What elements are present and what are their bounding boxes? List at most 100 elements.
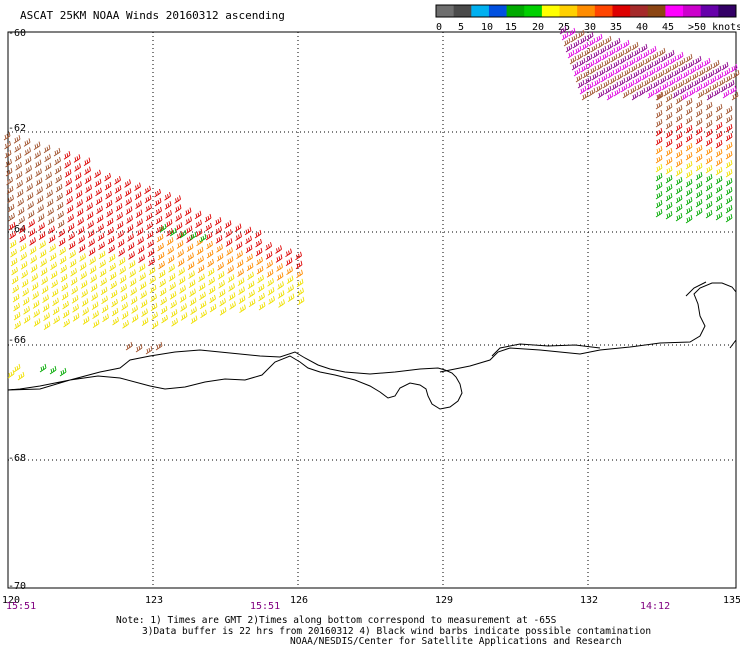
wind-barb: [718, 77, 726, 87]
wind-barb: [147, 239, 154, 249]
wind-barb: [208, 285, 216, 295]
legend-swatch: [506, 5, 525, 17]
wind-barb: [39, 363, 47, 373]
wind-barb: [151, 311, 158, 321]
wind-barb: [14, 320, 21, 330]
wind-barb: [111, 298, 118, 308]
wind-barb: [151, 320, 159, 330]
wind-barb: [69, 259, 77, 268]
wind-barb: [70, 277, 78, 286]
wind-barb: [275, 245, 282, 254]
wind-barb: [98, 241, 105, 251]
wind-barb: [655, 63, 663, 73]
wind-barb: [686, 81, 694, 91]
wind-barb: [586, 81, 594, 91]
wind-barb: [189, 231, 197, 241]
wind-barb: [655, 127, 663, 137]
wind-barb: [117, 230, 124, 239]
wind-barb: [219, 298, 226, 307]
wind-barb: [160, 305, 168, 315]
wind-barb: [604, 85, 612, 95]
wind-barb: [105, 199, 113, 209]
wind-barb: [43, 321, 51, 330]
legend-swatch: [436, 5, 455, 17]
wind-barb: [96, 214, 104, 224]
wind-barb: [10, 248, 17, 258]
wind-barb: [247, 280, 255, 290]
wind-barb: [177, 258, 185, 267]
coastline-east: [439, 282, 737, 373]
wind-barb: [659, 75, 667, 85]
wind-barb: [695, 180, 703, 190]
wind-barb: [23, 315, 31, 324]
wind-barb: [57, 210, 64, 220]
wind-barb: [620, 83, 628, 93]
wind-barb: [725, 168, 733, 178]
wind-barb: [725, 195, 733, 205]
wind-barb: [110, 280, 117, 290]
wind-barb: [23, 138, 31, 147]
wind-barb: [611, 81, 619, 91]
wind-barb: [156, 224, 163, 234]
wind-barb: [104, 172, 111, 182]
wind-barb: [160, 296, 167, 306]
legend-label-5: 5: [458, 22, 464, 33]
wind-barb: [67, 223, 75, 232]
wind-barb: [625, 73, 633, 83]
wind-barb: [711, 81, 719, 91]
wind-barb: [75, 190, 83, 199]
wind-barb: [199, 233, 207, 243]
wind-barb: [87, 229, 95, 238]
wind-barb: [55, 183, 63, 193]
wind-barb: [7, 369, 15, 379]
wind-barb: [715, 175, 723, 185]
wind-barb: [15, 171, 23, 180]
wind-barb: [146, 230, 154, 240]
wind-barb: [199, 291, 206, 301]
wind-barb: [655, 199, 663, 209]
wind-barb: [579, 35, 587, 45]
wind-barb: [32, 300, 40, 309]
wind-barb: [13, 302, 20, 312]
wind-barb: [170, 300, 177, 309]
wind-barb: [95, 187, 102, 197]
wind-barb: [237, 277, 245, 286]
wind-barb: [676, 51, 684, 61]
wind-barb: [149, 284, 157, 294]
wind-barb: [654, 85, 662, 95]
lat-label: -66: [8, 335, 26, 346]
wind-barb: [695, 162, 703, 172]
wind-barb: [568, 27, 576, 37]
wind-barb: [90, 274, 97, 283]
wind-barb: [100, 277, 107, 287]
wind-barb: [563, 37, 571, 47]
wind-barb: [296, 278, 304, 288]
wind-barb: [35, 168, 42, 177]
wind-barb: [175, 213, 182, 222]
wind-barb: [258, 292, 265, 302]
wind-barb: [121, 302, 128, 311]
wind-barb: [100, 286, 108, 296]
wind-barb: [196, 246, 204, 256]
wind-barb: [584, 75, 592, 85]
wind-barb: [715, 103, 723, 113]
wind-barb: [188, 279, 196, 288]
wind-barb: [53, 315, 60, 325]
wind-barb: [642, 49, 650, 59]
wind-barb: [218, 289, 226, 298]
wind-barb: [577, 79, 585, 89]
wind-barb: [141, 317, 149, 326]
wind-barb: [698, 67, 706, 77]
wind-barb: [675, 176, 683, 186]
wind-barb: [178, 276, 186, 285]
wind-barb: [190, 306, 197, 315]
lat-label: -64: [8, 224, 26, 235]
wind-barb: [705, 110, 713, 120]
wind-barb: [574, 45, 582, 55]
wind-barb: [665, 102, 673, 112]
wind-barb: [238, 286, 245, 295]
wind-barb: [725, 177, 733, 187]
wind-barb: [581, 41, 589, 51]
wind-barb: [8, 212, 15, 222]
wind-barb: [579, 85, 587, 95]
